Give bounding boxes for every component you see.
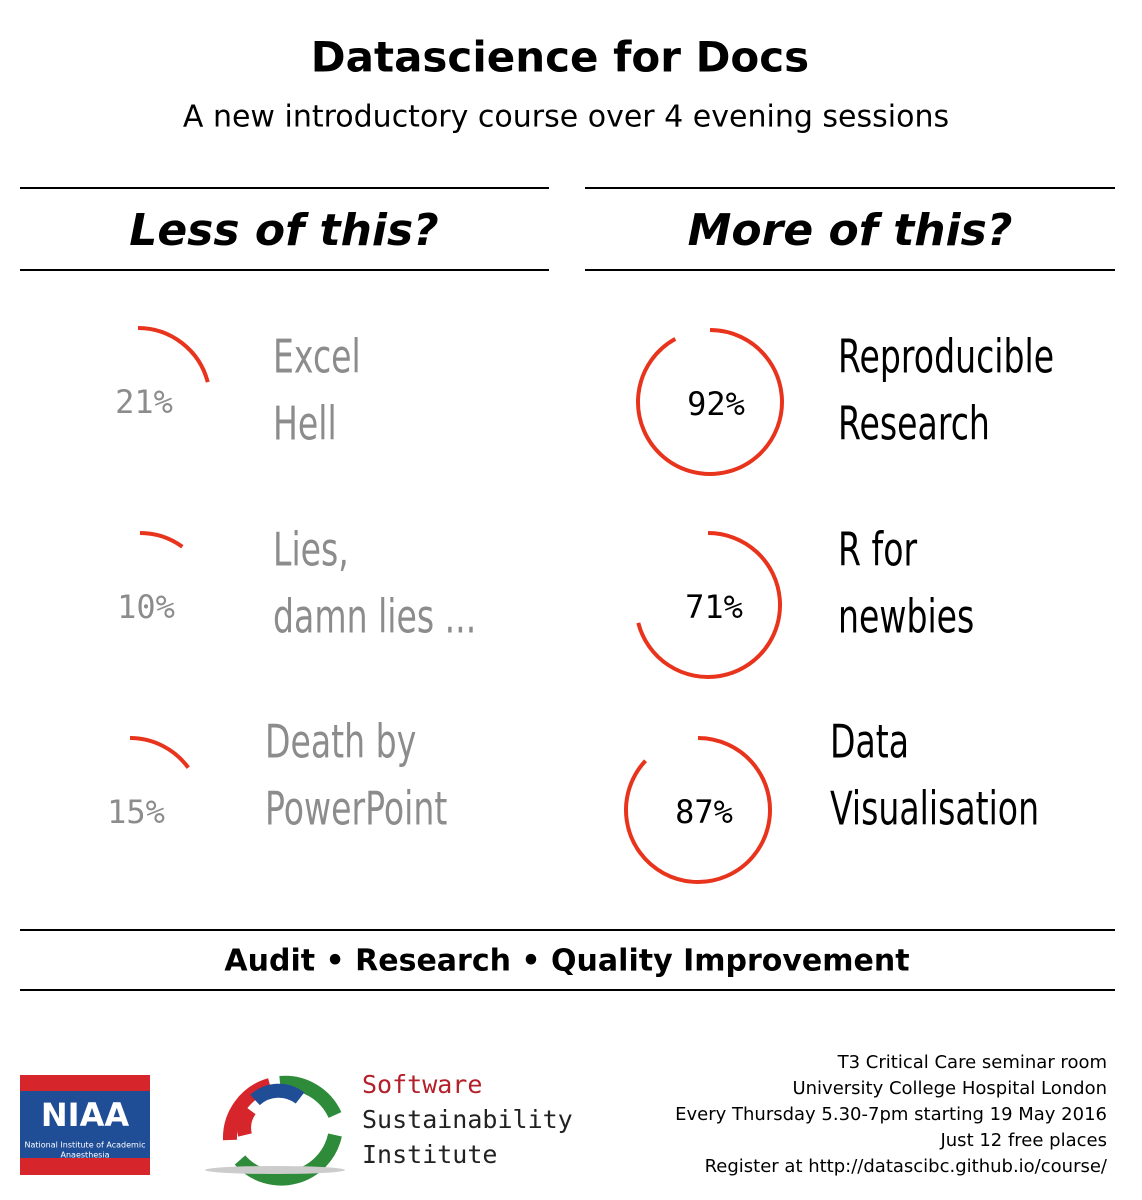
column-heading: Less of this? [129,205,438,256]
item-label: Death by [265,716,416,769]
ssi-shadow [205,1166,345,1174]
ssi-name: Sustainability [362,1105,573,1134]
niaa-name: Anaesthesia [61,1151,110,1160]
percent-arc [636,328,784,476]
item-label: Visualisation [830,783,1039,836]
footer-line: Every Thursday 5.30-7pm starting 19 May … [675,1104,1107,1125]
percent-arc [624,736,772,884]
footer-line: Just 12 free places [939,1130,1107,1151]
ssi-logo [222,1075,342,1186]
title: Datascience for Docs [311,33,809,82]
percent-label: 87% [675,793,733,831]
footer-line: Register at http://datascibc.github.io/c… [705,1156,1108,1177]
niaa-band [20,1075,150,1091]
item-label: damn lies ... [273,591,476,644]
percent-arc [137,326,210,383]
niaa-abbr: NIAA [41,1096,129,1134]
item-label: Excel [273,331,361,384]
niaa-name: National Institute of Academic [25,1141,146,1150]
item-label: Reproducible [838,331,1054,384]
footer-line: T3 Critical Care seminar room [837,1052,1107,1073]
item-label: PowerPoint [265,783,447,836]
item-label: Research [838,398,990,451]
item-label: Hell [273,398,337,451]
item-label: newbies [838,591,974,644]
percent-arc [139,531,184,549]
percent-label: 15% [107,793,165,831]
percent-label: 10% [117,588,175,626]
ssi-name: Institute [362,1140,497,1169]
column-heading: More of this? [688,205,1013,256]
percent-label: 71% [685,588,743,626]
item-label: R for [838,524,918,577]
tagline: Audit • Research • Quality Improvement [224,944,909,979]
niaa-band [20,1158,150,1175]
ssi-name: Software [362,1070,482,1099]
item-label: Lies, [273,524,349,577]
percent-arc [129,736,190,769]
percent-label: 21% [115,383,173,421]
footer-line: University College Hospital London [792,1078,1107,1099]
percent-arc [636,531,782,679]
subtitle: A new introductory course over 4 evening… [183,100,949,135]
percent-label: 92% [687,385,745,423]
item-label: Data [830,716,909,769]
